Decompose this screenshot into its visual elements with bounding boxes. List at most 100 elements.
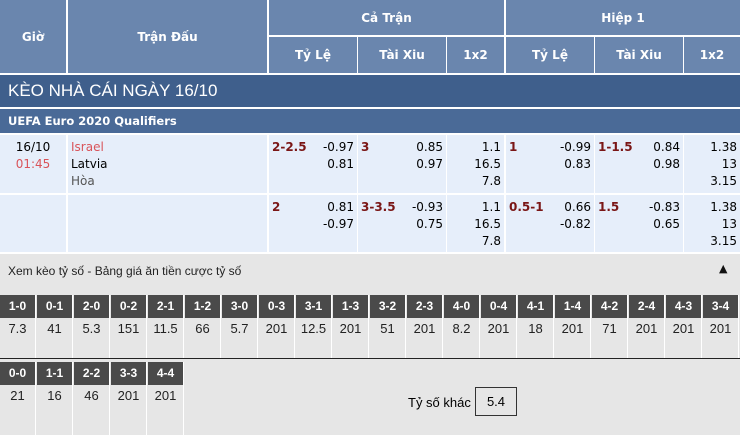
score-odds: 201: [117, 388, 140, 403]
header-hiep1: Hiệp 1: [506, 0, 740, 35]
score-section: [0, 254, 740, 435]
score-odds: 66: [195, 321, 210, 336]
odds-cell-ft_ou[interactable]: 3-3.5 -0.93 0.75: [358, 195, 446, 252]
score-cell-3-2[interactable]: 3-2 51: [370, 295, 406, 358]
score-label: 3-1: [296, 295, 331, 318]
odds-2: 0.65: [653, 217, 680, 231]
odds-cell-ft_1x2[interactable]: 1.1 16.5 7.8: [447, 135, 504, 193]
odds-2: 16.5: [474, 157, 501, 171]
match-date: 16/10: [15, 140, 51, 154]
score-cell-0-1[interactable]: 0-1 41: [37, 295, 73, 358]
odds-2: -0.97: [322, 217, 354, 231]
score-label: 3-4: [703, 295, 738, 318]
score-cell-1-2[interactable]: 1-2 66: [185, 295, 221, 358]
header-ft-1x2: 1x2: [447, 37, 504, 73]
odds-cell-h1_1x2[interactable]: 1.38 13 3.15: [684, 195, 740, 252]
line-value: 2-2.5: [272, 140, 307, 154]
score-odds: 46: [84, 388, 99, 403]
score-odds: 16: [47, 388, 62, 403]
score-odds: 151: [117, 321, 140, 336]
odds-cell-h1_hcap[interactable]: 0.5-1 0.66 -0.82: [506, 195, 594, 252]
match-time: 16/10 01:45: [0, 135, 66, 193]
other-score-value[interactable]: 5.4: [475, 387, 517, 416]
odds-1: 1.1: [481, 200, 501, 214]
score-label: 4-3: [666, 295, 701, 318]
odds-cell-h1_ou[interactable]: 1-1.5 0.84 0.98: [595, 135, 683, 193]
score-cell-4-0[interactable]: 4-0 8.2: [444, 295, 480, 358]
odds-2: 0.97: [416, 157, 443, 171]
score-odds: 201: [154, 388, 177, 403]
odds-2: 0.83: [564, 157, 591, 171]
score-cell-1-1[interactable]: 1-1 16: [37, 362, 73, 435]
score-odds: 21: [10, 388, 25, 403]
score-cell-1-0[interactable]: 1-0 7.3: [0, 295, 36, 358]
odds-1: 0.66: [564, 200, 591, 214]
score-odds: 5.3: [82, 321, 101, 336]
score-label: 2-3: [407, 295, 442, 318]
score-label: 0-2: [111, 295, 146, 318]
odds-cell-ft_hcap[interactable]: 2 0.81 -0.97: [269, 195, 357, 252]
odds-cell-ft_1x2[interactable]: 1.1 16.5 7.8: [447, 195, 504, 252]
collapse-icon[interactable]: ▲: [719, 262, 728, 275]
odds-2: -0.82: [559, 217, 591, 231]
odds-x: 7.8: [481, 174, 501, 188]
score-label: 1-3: [333, 295, 368, 318]
header-tran-dau: Trận Đấu: [68, 0, 267, 73]
score-cell-4-3[interactable]: 4-3 201: [666, 295, 702, 358]
score-cell-0-3[interactable]: 0-3 201: [259, 295, 295, 358]
score-label: 4-4: [148, 362, 183, 385]
odds-2: 0.98: [653, 157, 680, 171]
score-cell-0-2[interactable]: 0-2 151: [111, 295, 147, 358]
score-cell-4-4[interactable]: 4-4 201: [148, 362, 184, 435]
score-cell-1-4[interactable]: 1-4 201: [555, 295, 591, 358]
score-cell-2-0[interactable]: 2-0 5.3: [74, 295, 110, 358]
score-label: 0-3: [259, 295, 294, 318]
score-cell-2-1[interactable]: 2-1 11.5: [148, 295, 184, 358]
score-label: 0-4: [481, 295, 516, 318]
score-label: 3-3: [111, 362, 146, 385]
score-odds: 7.3: [8, 321, 27, 336]
score-cell-3-1[interactable]: 3-1 12.5: [296, 295, 332, 358]
match-time-empty: [0, 195, 66, 252]
score-cell-2-4[interactable]: 2-4 201: [629, 295, 665, 358]
score-odds: 201: [265, 321, 288, 336]
odds-cell-h1_1x2[interactable]: 1.38 13 3.15: [684, 135, 740, 193]
league-name[interactable]: UEFA Euro 2020 Qualifiers: [0, 109, 740, 133]
score-cell-2-3[interactable]: 2-3 201: [407, 295, 443, 358]
score-section-title[interactable]: Xem kèo tỷ số - Bảng giá ăn tiền cược tỷ…: [8, 264, 242, 278]
odds-cell-ft_ou[interactable]: 3 0.85 0.97: [358, 135, 446, 193]
odds-1: -0.99: [559, 140, 591, 154]
divider: [0, 358, 740, 359]
score-odds: 8.2: [452, 321, 471, 336]
page-title: KÈO NHÀ CÁI NGÀY 16/10: [0, 75, 740, 107]
score-odds: 201: [709, 321, 732, 336]
score-label: 4-2: [592, 295, 627, 318]
line-value: 1: [509, 140, 518, 154]
odds-1: 0.81: [327, 200, 354, 214]
odds-cell-h1_ou[interactable]: 1.5 -0.83 0.65: [595, 195, 683, 252]
score-cell-4-1[interactable]: 4-1 18: [518, 295, 554, 358]
score-cell-2-2[interactable]: 2-2 46: [74, 362, 110, 435]
score-odds: 201: [413, 321, 436, 336]
score-cell-1-3[interactable]: 1-3 201: [333, 295, 369, 358]
score-label: 0-1: [37, 295, 72, 318]
odds-cell-ft_hcap[interactable]: 2-2.5 -0.97 0.81: [269, 135, 357, 193]
score-cell-3-3[interactable]: 3-3 201: [111, 362, 147, 435]
score-cell-0-4[interactable]: 0-4 201: [481, 295, 517, 358]
score-label: 4-1: [518, 295, 553, 318]
odds-cell-h1_hcap[interactable]: 1 -0.99 0.83: [506, 135, 594, 193]
line-value: 1.5: [598, 200, 620, 214]
score-cell-3-4[interactable]: 3-4 201: [703, 295, 739, 358]
odds-2: 0.81: [327, 157, 354, 171]
score-label: 1-2: [185, 295, 220, 318]
header-ca-tran: Cả Trận: [269, 0, 504, 35]
score-cell-4-2[interactable]: 4-2 71: [592, 295, 628, 358]
score-label: 2-0: [74, 295, 109, 318]
score-cell-0-0[interactable]: 0-0 21: [0, 362, 36, 435]
odds-1: 0.84: [653, 140, 680, 154]
score-odds: 12.5: [300, 321, 327, 336]
score-cell-3-0[interactable]: 3-0 5.7: [222, 295, 258, 358]
line-value: 2: [272, 200, 281, 214]
line-value: 3: [361, 140, 370, 154]
odds-1: -0.83: [648, 200, 680, 214]
